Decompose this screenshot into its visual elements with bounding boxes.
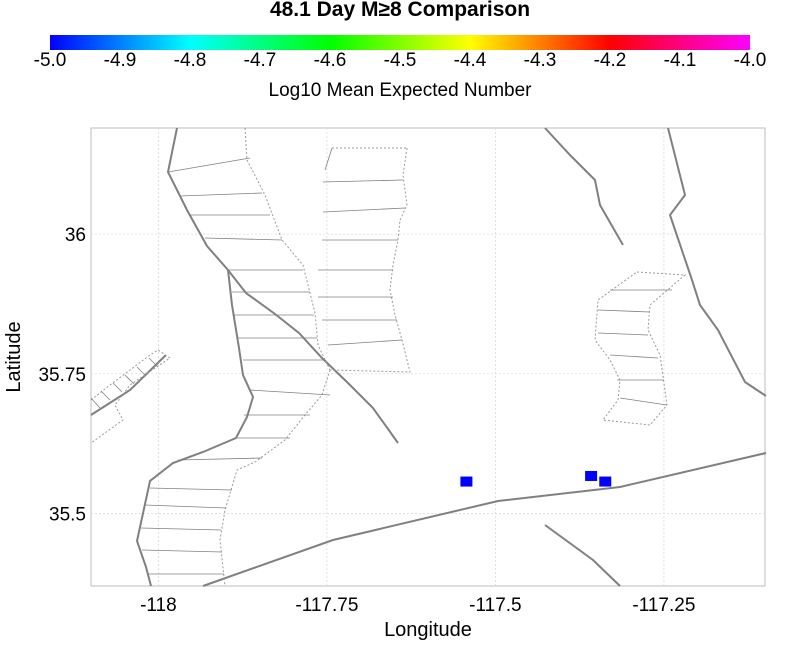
colorbar-tick-label: -4.9 <box>103 50 137 71</box>
fault-zone-outline <box>219 369 331 587</box>
y-tick-label: 36 <box>65 225 86 246</box>
colorbar-tick-label: -4.6 <box>313 50 347 71</box>
fault-lines <box>90 127 767 587</box>
colorbar-tick-label: -4.4 <box>453 50 487 71</box>
x-tick-label: -117.75 <box>295 595 358 616</box>
forecast-cell <box>460 476 473 487</box>
forecast-cells <box>460 470 612 487</box>
colorbar-tick-label: -4.0 <box>733 50 767 71</box>
colorbar-label: Log10 Mean Expected Number <box>268 80 532 101</box>
colorbar-tick-label: -4.2 <box>593 50 627 71</box>
fault-zone-outline <box>90 349 171 444</box>
fault-trace <box>544 127 624 246</box>
map-title: 48.1 Day M≥8 Comparison <box>269 0 531 21</box>
colorbar-tick-label: -4.5 <box>383 50 417 71</box>
fault-trace <box>544 524 621 587</box>
colorbar-tick-label: -5.0 <box>33 50 67 71</box>
x-tick-label: -117.5 <box>469 595 521 616</box>
fault-trace <box>166 127 399 444</box>
colorbar-tick-label: -4.1 <box>663 50 697 71</box>
fault-trace <box>202 452 767 587</box>
gridlines <box>91 128 765 586</box>
plot-frame <box>90 127 766 587</box>
fault-zone-hatching <box>90 147 672 575</box>
forecast-cell <box>585 470 598 481</box>
x-axis-title: Longitude <box>384 619 472 641</box>
y-axis-title: Latitude <box>3 321 25 392</box>
fault-trace <box>667 127 767 397</box>
forecast-cell <box>599 476 612 487</box>
y-tick-label: 35.75 <box>38 365 86 386</box>
x-tick-label: -117.25 <box>632 595 695 616</box>
colorbar <box>50 35 750 50</box>
colorbar-tick-label: -4.3 <box>523 50 557 71</box>
colorbar-tick-label: -4.7 <box>243 50 277 71</box>
x-tick-label: -118 <box>140 595 177 616</box>
axis-ticks: -118 -117.75 -117.5 -117.25 36 35.75 35.5 <box>38 225 695 616</box>
y-tick-label: 35.5 <box>49 504 86 525</box>
colorbar-tick-label: -4.8 <box>173 50 207 71</box>
fault-zone-outline <box>244 127 331 371</box>
fault-trace <box>90 354 167 416</box>
